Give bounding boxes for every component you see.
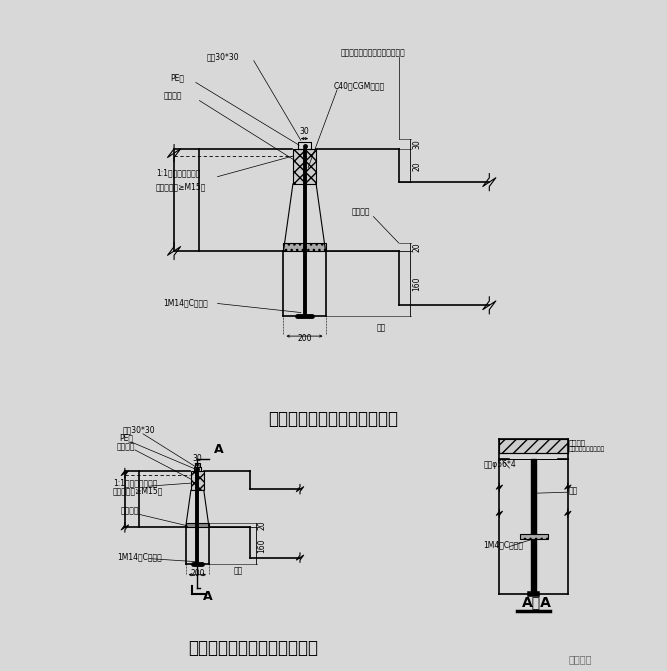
Text: 聚苯填充: 聚苯填充: [117, 442, 135, 451]
Text: 20: 20: [412, 161, 422, 170]
Text: 20: 20: [257, 521, 266, 530]
Polygon shape: [185, 523, 209, 527]
Text: 空管: 空管: [569, 486, 578, 495]
Text: 缝大: 缝大: [233, 567, 243, 576]
Text: 槽钢φ56*4: 槽钢φ56*4: [484, 460, 516, 469]
Text: C40级CGM灌浆料: C40级CGM灌浆料: [334, 81, 385, 90]
Text: 30: 30: [412, 139, 422, 149]
Text: 1:1水泥砂浆找平层: 1:1水泥砂浆找平层: [156, 168, 200, 177]
Text: 200: 200: [190, 569, 205, 578]
Text: A－A: A－A: [522, 595, 552, 609]
Text: 1M14、C预螺柱: 1M14、C预螺柱: [117, 553, 161, 562]
Text: （平整、密实、光滑）: （平整、密实、光滑）: [569, 446, 605, 452]
Text: （强度等级≥M15）: （强度等级≥M15）: [113, 486, 163, 495]
Text: 预制楼梯固定铰端安装节大样: 预制楼梯固定铰端安装节大样: [269, 411, 398, 428]
Polygon shape: [283, 243, 325, 251]
Polygon shape: [520, 534, 548, 539]
Text: PE棒: PE棒: [171, 74, 185, 83]
Text: 油毡一层: 油毡一层: [121, 507, 139, 515]
Text: 30: 30: [193, 454, 202, 464]
Text: 豆丁施工: 豆丁施工: [568, 654, 592, 664]
Polygon shape: [191, 471, 204, 490]
Text: A: A: [213, 443, 223, 456]
Polygon shape: [293, 150, 316, 184]
Text: 预制楼梯滑动铰端安装节大样: 预制楼梯滑动铰端安装节大样: [189, 639, 318, 656]
Text: 聚苯填充: 聚苯填充: [352, 208, 370, 217]
Text: A: A: [203, 590, 213, 603]
Text: 20: 20: [412, 242, 422, 252]
Text: 1M4、C预螺栓: 1M4、C预螺栓: [484, 541, 524, 550]
Text: 160: 160: [412, 276, 422, 291]
Text: （强度等级≥M15）: （强度等级≥M15）: [156, 183, 206, 191]
Text: PE棒: PE棒: [119, 434, 133, 443]
Text: 1M14、C预螺柱: 1M14、C预螺柱: [163, 299, 208, 307]
Text: 注胶30*30: 注胶30*30: [207, 52, 239, 61]
Text: 200: 200: [297, 333, 311, 343]
Text: 30: 30: [299, 127, 309, 136]
Text: 注胶30*30: 注胶30*30: [123, 426, 155, 435]
Text: 聚苯填充: 聚苯填充: [163, 92, 181, 101]
Text: 160: 160: [257, 538, 266, 553]
Text: 1:1水泥砂浆找平层: 1:1水泥砂浆找平层: [113, 478, 157, 487]
Text: 砂浆封堵: 砂浆封堵: [569, 440, 586, 446]
Text: 缝大: 缝大: [377, 323, 386, 333]
Polygon shape: [500, 439, 568, 453]
Text: 砂浆封堵（平整、密实、光滑）: 砂浆封堵（平整、密实、光滑）: [341, 48, 406, 57]
